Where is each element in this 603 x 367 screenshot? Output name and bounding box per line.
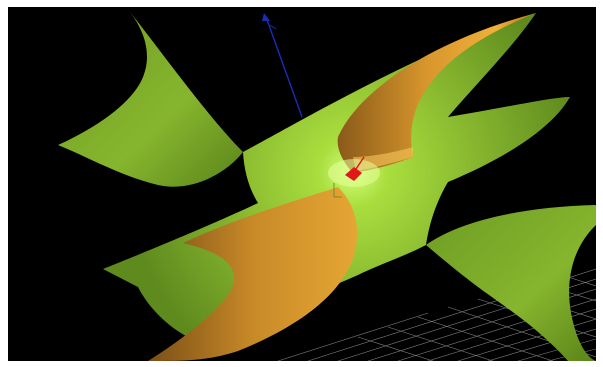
axis-z [262,13,302,117]
surface-right-wing [426,205,596,361]
3d-scene[interactable] [8,7,596,361]
3d-viewport[interactable] [8,7,596,361]
surface-left-wing [58,7,243,187]
